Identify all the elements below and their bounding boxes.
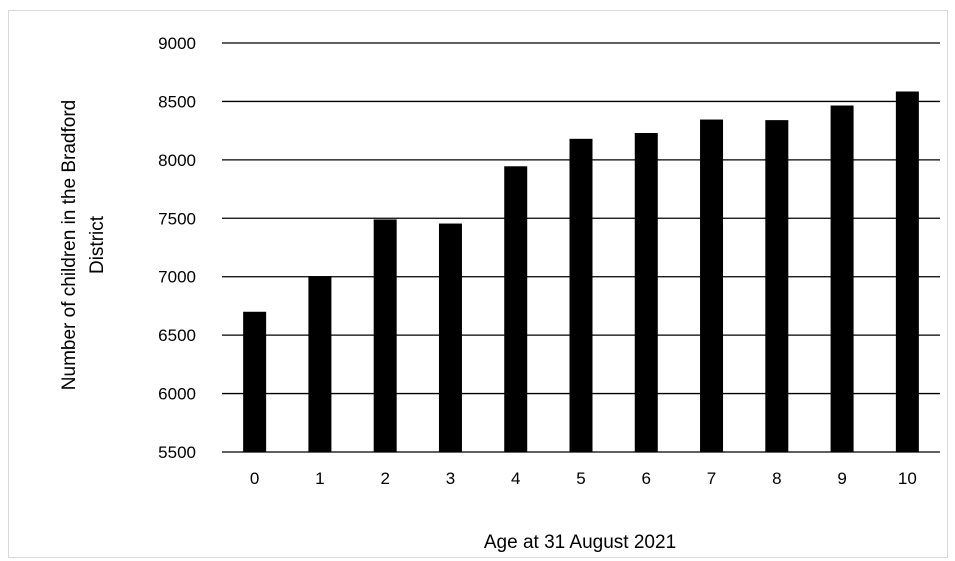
x-tick-label: 0 [250, 469, 259, 488]
x-tick-label: 8 [772, 469, 781, 488]
bar-age-6 [634, 132, 658, 453]
x-axis-title: Age at 31 August 2021 [484, 532, 676, 553]
x-tick-label: 3 [446, 469, 455, 488]
bar-age-4 [504, 166, 528, 452]
y-axis-title-line-1: Number of children in the Bradford [59, 100, 80, 390]
x-tick-label: 1 [315, 469, 324, 488]
y-tick-label: 7000 [158, 268, 196, 287]
x-tick-labels: 0 1 2 3 4 5 6 7 8 9 10 [250, 469, 917, 488]
x-tick-label: 10 [898, 469, 917, 488]
x-tick-label: 9 [837, 469, 846, 488]
bar-age-7 [700, 119, 724, 452]
bar-age-3 [438, 223, 462, 452]
x-tick-label: 5 [576, 469, 585, 488]
x-tick-label: 6 [642, 469, 651, 488]
y-tick-label: 6000 [158, 385, 196, 404]
bar-age-5 [569, 138, 593, 452]
bar-age-10 [895, 91, 919, 452]
y-tick-label: 6500 [158, 326, 196, 345]
y-axis-title: Number of children in the Bradford Distr… [59, 100, 108, 390]
y-tick-label: 8000 [158, 151, 196, 170]
bar-age-0 [243, 311, 267, 452]
bar-age-2 [373, 219, 397, 452]
x-tick-label: 2 [380, 469, 389, 488]
y-tick-label: 5500 [158, 443, 196, 462]
y-tick-label: 7500 [158, 209, 196, 228]
bars [243, 91, 919, 453]
y-tick-labels: 5500 6000 6500 7000 7500 8000 8500 9000 [158, 34, 196, 462]
y-axis-title-line-2: District [87, 215, 108, 274]
y-tick-label: 9000 [158, 34, 196, 53]
y-tick-label: 8500 [158, 92, 196, 111]
x-tick-label: 4 [511, 469, 520, 488]
x-tick-label: 7 [707, 469, 716, 488]
bar-age-8 [765, 120, 789, 452]
bar-age-9 [830, 105, 854, 453]
bar-age-1 [308, 276, 332, 452]
